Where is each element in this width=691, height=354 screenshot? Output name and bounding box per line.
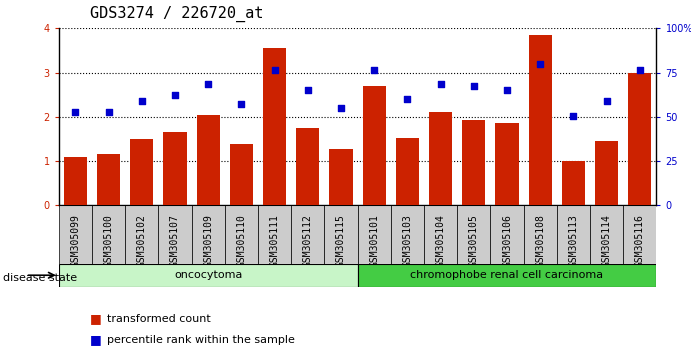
Bar — [491, 205, 524, 264]
Point — [202, 81, 214, 86]
Text: GDS3274 / 226720_at: GDS3274 / 226720_at — [90, 5, 263, 22]
Text: chromophobe renal cell carcinoma: chromophobe renal cell carcinoma — [410, 270, 603, 280]
Bar — [391, 205, 424, 264]
Bar — [562, 161, 585, 205]
Bar — [358, 264, 656, 287]
Bar — [628, 73, 652, 205]
Point — [502, 87, 513, 93]
Bar — [358, 205, 391, 264]
Bar — [529, 35, 552, 205]
Point — [269, 68, 280, 73]
Text: GSM305099: GSM305099 — [70, 214, 80, 267]
Text: GSM305103: GSM305103 — [402, 214, 413, 267]
Point — [634, 68, 645, 73]
Point — [402, 96, 413, 102]
Point — [468, 83, 480, 89]
Bar — [130, 139, 153, 205]
Text: GSM305105: GSM305105 — [468, 214, 479, 267]
Text: GSM305107: GSM305107 — [170, 214, 180, 267]
Point — [535, 61, 546, 67]
Bar — [196, 115, 220, 205]
Bar — [59, 205, 92, 264]
Point — [169, 92, 180, 98]
Bar — [595, 141, 618, 205]
Bar — [163, 132, 187, 205]
Text: GSM305102: GSM305102 — [137, 214, 146, 267]
Text: GSM305113: GSM305113 — [569, 214, 578, 267]
Text: GSM305111: GSM305111 — [269, 214, 280, 267]
Text: transformed count: transformed count — [107, 314, 211, 324]
Bar — [324, 205, 358, 264]
Bar — [495, 124, 519, 205]
Point — [435, 81, 446, 86]
Bar — [158, 205, 191, 264]
Bar — [557, 205, 590, 264]
Text: GSM305112: GSM305112 — [303, 214, 313, 267]
Bar — [330, 149, 352, 205]
Text: GSM305114: GSM305114 — [602, 214, 612, 267]
Bar — [296, 128, 319, 205]
Text: ■: ■ — [90, 333, 102, 346]
Text: GSM305106: GSM305106 — [502, 214, 512, 267]
Point — [335, 105, 346, 111]
Point — [236, 102, 247, 107]
Bar — [424, 205, 457, 264]
Text: GSM305110: GSM305110 — [236, 214, 247, 267]
Bar — [462, 120, 486, 205]
Point — [103, 110, 114, 115]
Bar — [229, 144, 253, 205]
Point — [136, 98, 147, 104]
Text: oncocytoma: oncocytoma — [174, 270, 243, 280]
Bar — [524, 205, 557, 264]
Point — [70, 110, 81, 115]
Bar — [457, 205, 491, 264]
Bar — [92, 205, 125, 264]
Text: GSM305108: GSM305108 — [536, 214, 545, 267]
Point — [302, 87, 313, 93]
Bar — [623, 205, 656, 264]
Bar — [291, 205, 324, 264]
Bar — [396, 138, 419, 205]
Bar — [363, 86, 386, 205]
Bar — [263, 48, 286, 205]
Bar — [125, 205, 158, 264]
Bar — [258, 205, 291, 264]
Point — [568, 113, 579, 119]
Text: GSM305101: GSM305101 — [369, 214, 379, 267]
Text: GSM305116: GSM305116 — [635, 214, 645, 267]
Bar — [590, 205, 623, 264]
Bar — [429, 113, 452, 205]
Bar — [191, 205, 225, 264]
Text: GSM305104: GSM305104 — [435, 214, 446, 267]
Bar — [225, 205, 258, 264]
Text: disease state: disease state — [3, 273, 77, 283]
Bar — [59, 264, 358, 287]
Bar — [97, 154, 120, 205]
Point — [601, 98, 612, 104]
Text: GSM305109: GSM305109 — [203, 214, 213, 267]
Text: GSM305100: GSM305100 — [104, 214, 113, 267]
Bar — [64, 156, 87, 205]
Point — [369, 68, 380, 73]
Text: ■: ■ — [90, 312, 102, 325]
Text: percentile rank within the sample: percentile rank within the sample — [107, 335, 295, 345]
Text: GSM305115: GSM305115 — [336, 214, 346, 267]
